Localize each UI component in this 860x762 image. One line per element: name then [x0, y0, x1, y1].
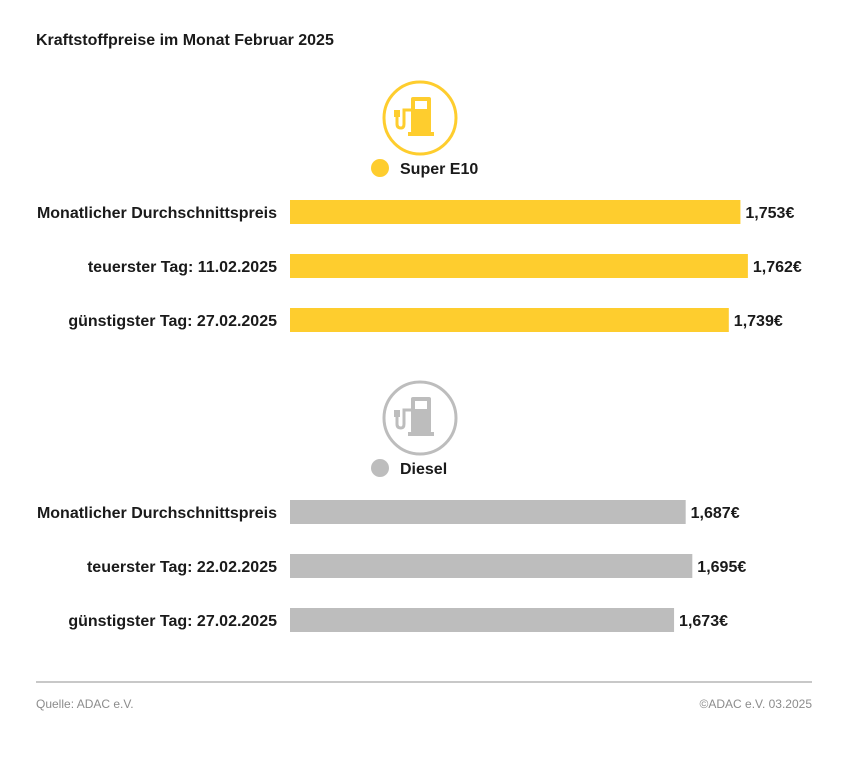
bar: [290, 554, 693, 578]
chart-group-2: Diesel Monatlicher Durchschnittspreis 1,68…: [37, 380, 746, 632]
source-note: Quelle: ADAC e.V.: [36, 697, 134, 711]
data-label: 1,753€: [745, 205, 794, 222]
category-label: teuerster Tag: 11.02.2025: [88, 259, 277, 276]
pump-window: [415, 101, 427, 109]
data-label: 1,739€: [734, 313, 783, 330]
category-label: Monatlicher Durchschnittspreis: [37, 505, 277, 522]
legend-swatch: [371, 459, 389, 477]
data-label: 1,695€: [697, 559, 746, 576]
legend-label: Super E10: [400, 161, 478, 178]
fuel-pump-icon: [382, 380, 458, 456]
category-label: Monatlicher Durchschnittspreis: [37, 205, 277, 222]
pump-hose: [395, 108, 413, 130]
chart-group-1: Super E10 Monatlicher Durchschnittspreis 1…: [37, 80, 802, 332]
fuel-pump-icon: [382, 80, 458, 156]
category-label: günstigster Tag: 27.02.2025: [68, 313, 277, 330]
legend-swatch: [371, 159, 389, 177]
bar: [290, 200, 741, 224]
pump-nozzle: [394, 110, 400, 117]
data-label: 1,673€: [679, 613, 728, 630]
pump-hose: [395, 408, 413, 430]
data-label: 1,762€: [753, 259, 802, 276]
legend-label: Diesel: [400, 461, 447, 478]
fuel-price-chart: Super E10 Monatlicher Durchschnittspreis 1…: [37, 80, 802, 632]
pump-nozzle: [394, 410, 400, 417]
category-label: günstigster Tag: 27.02.2025: [68, 613, 277, 630]
pump-base: [408, 432, 434, 436]
bar: [290, 608, 675, 632]
pump-window: [415, 401, 427, 409]
chart-title: Kraftstoffpreise im Monat Februar 2025: [36, 32, 334, 49]
category-label: teuerster Tag: 22.02.2025: [87, 559, 277, 576]
data-label: 1,687€: [691, 505, 740, 522]
bar: [290, 254, 748, 278]
footer-divider: [36, 681, 812, 683]
bar: [290, 500, 686, 524]
pump-base: [408, 132, 434, 136]
bar: [290, 308, 729, 332]
copyright-note: ©ADAC e.V. 03.2025: [699, 697, 812, 711]
